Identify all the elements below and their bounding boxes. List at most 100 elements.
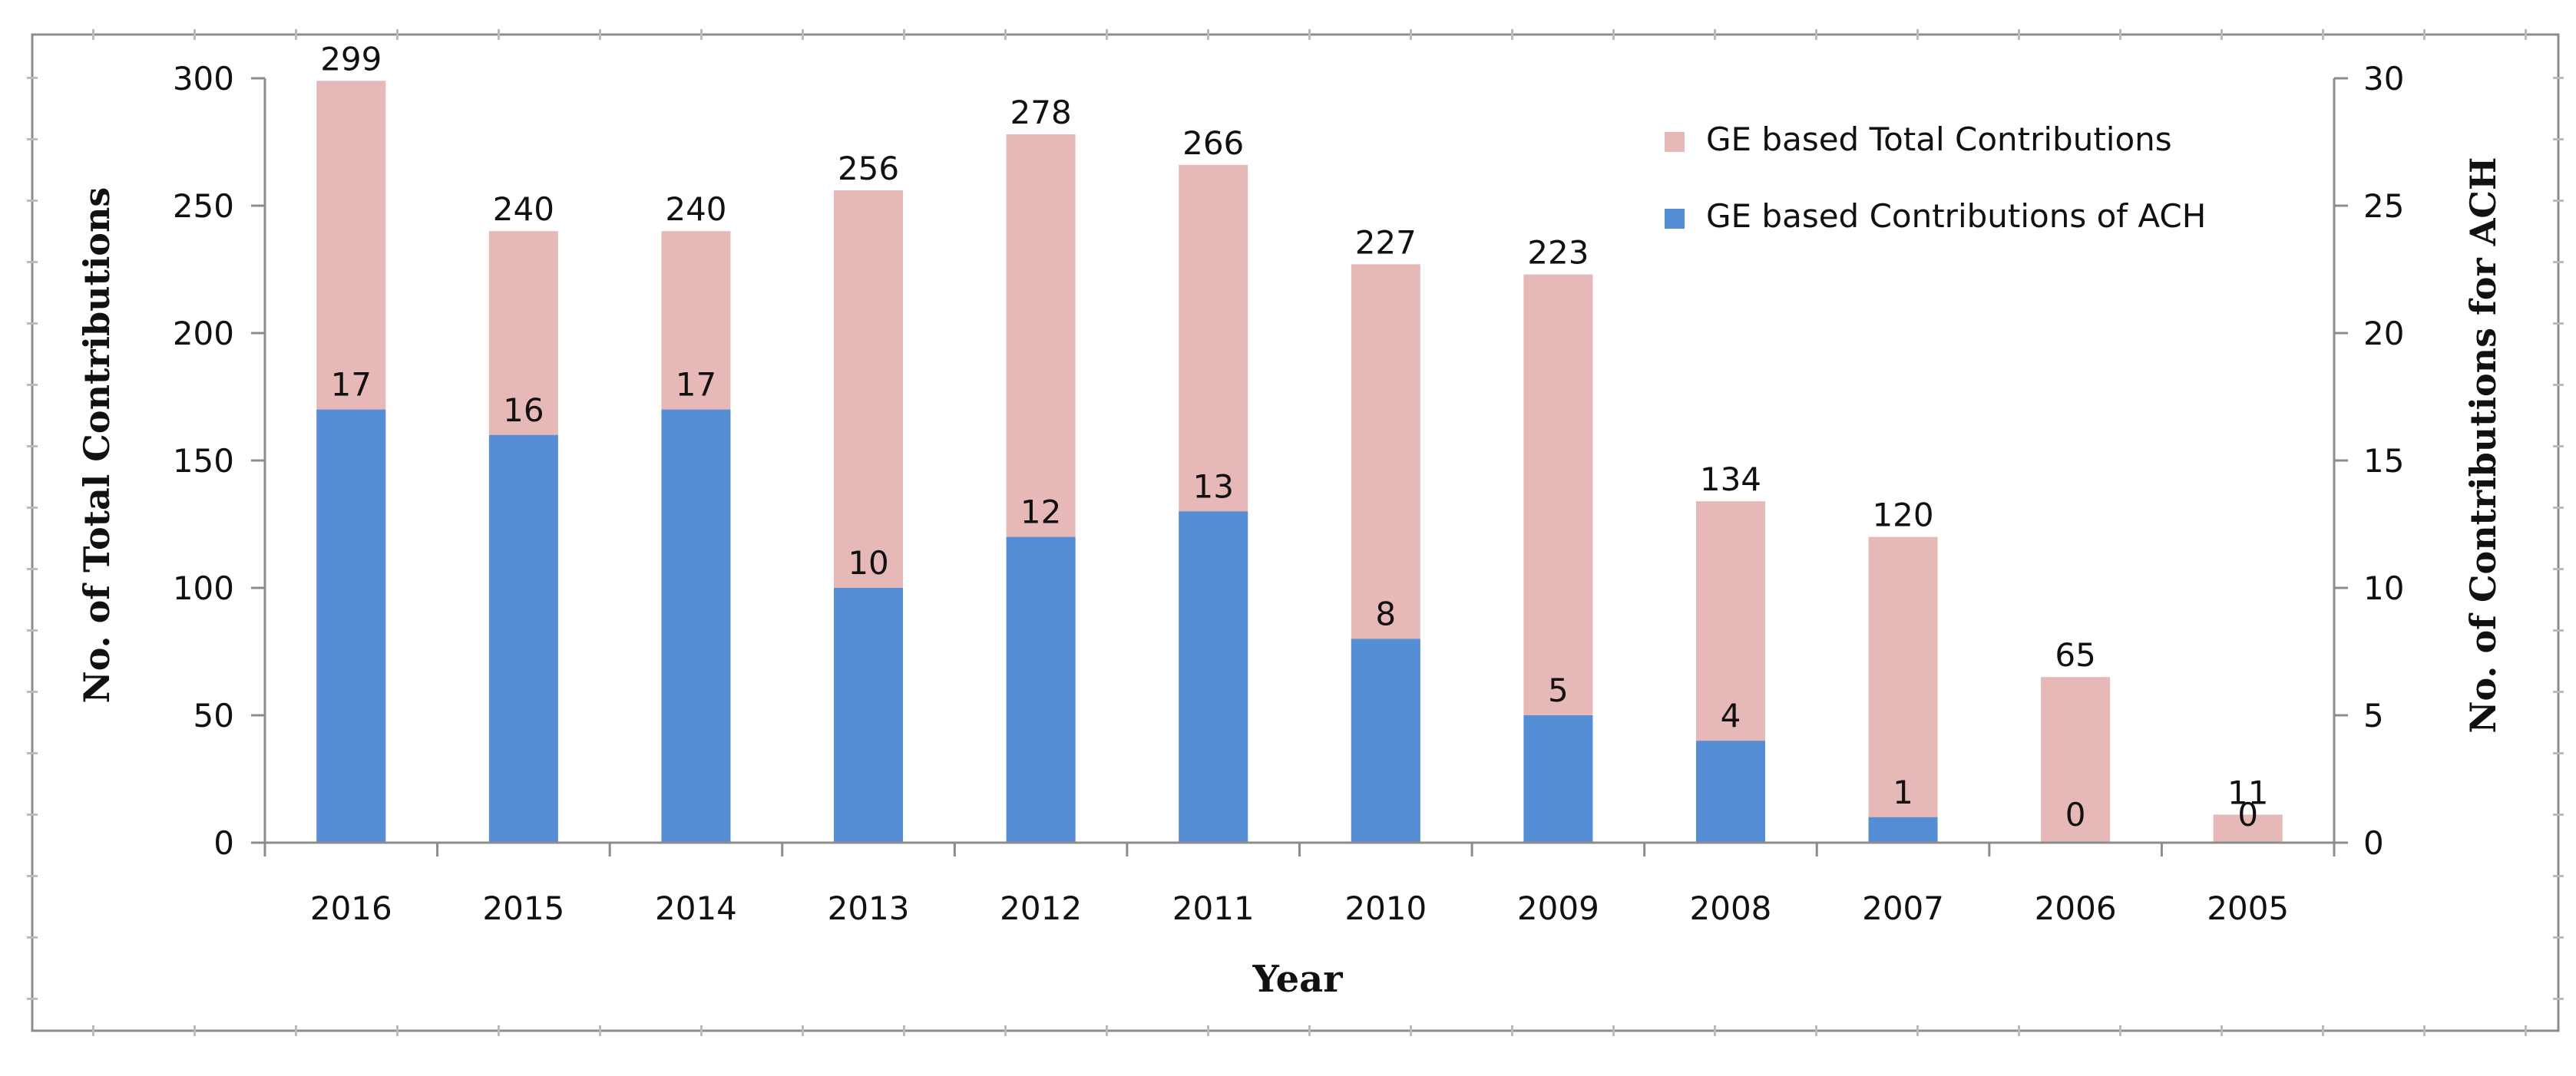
y-tick-label-right-5: 5 <box>2363 697 2384 734</box>
y-tick-label-left-0: 0 <box>213 824 234 862</box>
y-tick-label-left-100: 100 <box>173 569 234 607</box>
border-tick-right <box>2553 814 2564 816</box>
border-tick-bottom <box>599 1025 601 1036</box>
x-tick-label-2011: 2011 <box>1172 890 1255 927</box>
border-tick-bottom <box>396 1025 398 1036</box>
border-tick-right <box>2553 261 2564 263</box>
border-tick-bottom <box>1207 1025 1209 1036</box>
data-label-total-2014: 240 <box>665 190 726 228</box>
data-label-total-2008: 134 <box>1700 460 1761 498</box>
x-axis-title: Year <box>1252 958 1343 1001</box>
y-axis-title-right: No. of Contributions for ACH <box>2462 157 2504 734</box>
y-tick-label-right-10: 10 <box>2363 569 2404 607</box>
border-tick-top <box>1815 29 1817 40</box>
x-tick-label-2008: 2008 <box>1690 890 1772 927</box>
x-tick-label-2006: 2006 <box>2035 890 2117 927</box>
data-label-ach-2015: 16 <box>503 391 544 429</box>
border-tick-top <box>1612 29 1615 40</box>
border-tick-bottom <box>2322 1025 2324 1036</box>
data-label-ach-2016: 17 <box>331 366 372 404</box>
border-tick-bottom <box>1511 1025 1513 1036</box>
x-tick-label-2016: 2016 <box>310 890 392 927</box>
data-label-total-2010: 227 <box>1355 223 1417 261</box>
border-tick-top <box>498 29 500 40</box>
border-tick-bottom <box>1410 1025 1412 1036</box>
border-tick-top <box>700 29 703 40</box>
border-tick-left <box>27 752 38 754</box>
x-tick-label-2005: 2005 <box>2207 890 2289 927</box>
border-tick-top <box>193 29 196 40</box>
border-tick-top <box>903 29 905 40</box>
legend-label-ach: GE based Contributions of ACH <box>1706 197 2206 235</box>
y-tick-label-right-0: 0 <box>2363 824 2384 862</box>
border-tick-right <box>2553 568 2564 570</box>
bar-ach-2016 <box>316 409 386 843</box>
border-tick-top <box>2423 29 2426 40</box>
data-label-ach-2006: 0 <box>2065 796 2086 833</box>
border-tick-top <box>1714 29 1716 40</box>
border-tick-top <box>1004 29 1007 40</box>
border-tick-top <box>599 29 601 40</box>
bar-total-2005 <box>2213 814 2283 843</box>
border-tick-left <box>27 936 38 939</box>
border-tick-left <box>27 507 38 509</box>
y-tick-label-left-150: 150 <box>173 442 234 480</box>
y-tick-label-left-250: 250 <box>173 187 234 225</box>
border-tick-left <box>27 261 38 263</box>
border-tick-right <box>2553 77 2564 79</box>
data-label-total-2006: 65 <box>2055 636 2095 674</box>
bar-ach-2010 <box>1351 639 1420 843</box>
y-tick-label-left-300: 300 <box>173 60 234 97</box>
legend-label-total: GE based Total Contributions <box>1706 120 2172 158</box>
bar-ach-2012 <box>1006 536 1076 843</box>
border-tick-top <box>295 29 297 40</box>
border-tick-top <box>2119 29 2121 40</box>
bar-group <box>316 81 2283 843</box>
y-tick-label-left-200: 200 <box>173 315 234 352</box>
data-label-total-2007: 120 <box>1872 497 1933 534</box>
data-label-ach-2005: 0 <box>2237 796 2258 833</box>
data-labels-group: 2991720162401620152401720142561020132781… <box>310 40 2289 927</box>
bar-total-2006 <box>2041 677 2111 843</box>
border-tick-bottom <box>1612 1025 1615 1036</box>
border-tick-right <box>2553 875 2564 877</box>
border-tick-top <box>2322 29 2324 40</box>
border-tick-top <box>1511 29 1513 40</box>
border-tick-bottom <box>903 1025 905 1036</box>
border-tick-bottom <box>2221 1025 2223 1036</box>
x-tick-label-2014: 2014 <box>655 890 737 927</box>
x-tick-label-2010: 2010 <box>1344 890 1427 927</box>
data-label-ach-2007: 1 <box>1893 774 1913 811</box>
bar-ach-2013 <box>834 588 904 843</box>
border-tick-bottom <box>2525 1025 2527 1036</box>
border-tick-top <box>2525 29 2527 40</box>
data-label-ach-2012: 12 <box>1020 493 1061 531</box>
border-tick-bottom <box>295 1025 297 1036</box>
y-axis-title-left: No. of Total Contributions <box>76 187 117 704</box>
bar-ach-2015 <box>488 434 558 843</box>
border-tick-right <box>2553 445 2564 447</box>
border-tick-bottom <box>1308 1025 1311 1036</box>
border-tick-left <box>27 77 38 79</box>
border-tick-left <box>27 322 38 325</box>
data-label-ach-2011: 13 <box>1192 467 1233 505</box>
border-tick-top <box>1207 29 1209 40</box>
data-label-total-2016: 299 <box>320 40 382 78</box>
border-tick-top <box>802 29 804 40</box>
border-tick-bottom <box>92 1025 94 1036</box>
border-tick-top <box>1916 29 1919 40</box>
border-tick-right <box>2553 998 2564 1000</box>
border-tick-left <box>27 384 38 386</box>
border-tick-left <box>27 875 38 877</box>
border-tick-bottom <box>700 1025 703 1036</box>
border-tick-right <box>2553 322 2564 325</box>
bar-ach-2008 <box>1695 741 1765 843</box>
x-tick-label-2007: 2007 <box>1862 890 1944 927</box>
border-tick-top <box>92 29 94 40</box>
border-tick-top <box>1106 29 1108 40</box>
border-tick-dots <box>27 29 2564 1036</box>
bar-total-2007 <box>1868 536 1938 843</box>
border-tick-left <box>27 629 38 632</box>
border-tick-bottom <box>2018 1025 2020 1036</box>
